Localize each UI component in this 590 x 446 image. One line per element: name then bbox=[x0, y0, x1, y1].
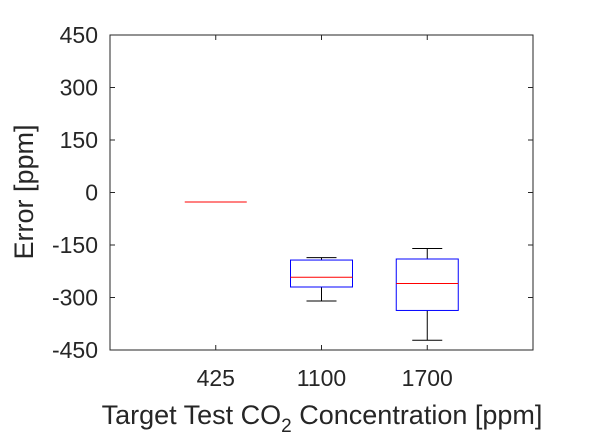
box-1100 bbox=[290, 257, 353, 302]
y-tick-label: 450 bbox=[60, 22, 98, 48]
axes-frame bbox=[109, 34, 534, 351]
x-axis-label: Target Test CO2 Concentration [ppm] bbox=[102, 400, 543, 437]
y-tick-labels: -450 -300 -150 0 150 300 450 bbox=[52, 22, 98, 363]
y-tick-label: -450 bbox=[52, 337, 98, 363]
y-axis-label: Error [ppm] bbox=[9, 124, 39, 259]
y-tick-label: -300 bbox=[52, 285, 98, 311]
plot-marks bbox=[184, 201, 459, 341]
x-axis-label-subscript: 2 bbox=[281, 416, 292, 437]
y-tick-label: 150 bbox=[60, 127, 98, 153]
iqr-box bbox=[290, 259, 353, 288]
iqr-box bbox=[395, 258, 459, 311]
axis-ticks bbox=[110, 34, 533, 351]
x-axis-label-suffix: Concentration [ppm] bbox=[292, 400, 543, 430]
x-tick-labels: 425 1100 1700 bbox=[197, 365, 453, 391]
x-tick-label: 1700 bbox=[402, 365, 453, 391]
x-axis-label-prefix: Target Test CO bbox=[102, 400, 282, 430]
y-tick-label: 300 bbox=[60, 75, 98, 101]
x-tick-label: 1100 bbox=[297, 365, 346, 391]
x-tick-label: 425 bbox=[197, 365, 235, 391]
y-tick-label: -150 bbox=[52, 232, 98, 258]
y-tick-label: 0 bbox=[85, 180, 98, 206]
box-1700 bbox=[395, 248, 459, 341]
